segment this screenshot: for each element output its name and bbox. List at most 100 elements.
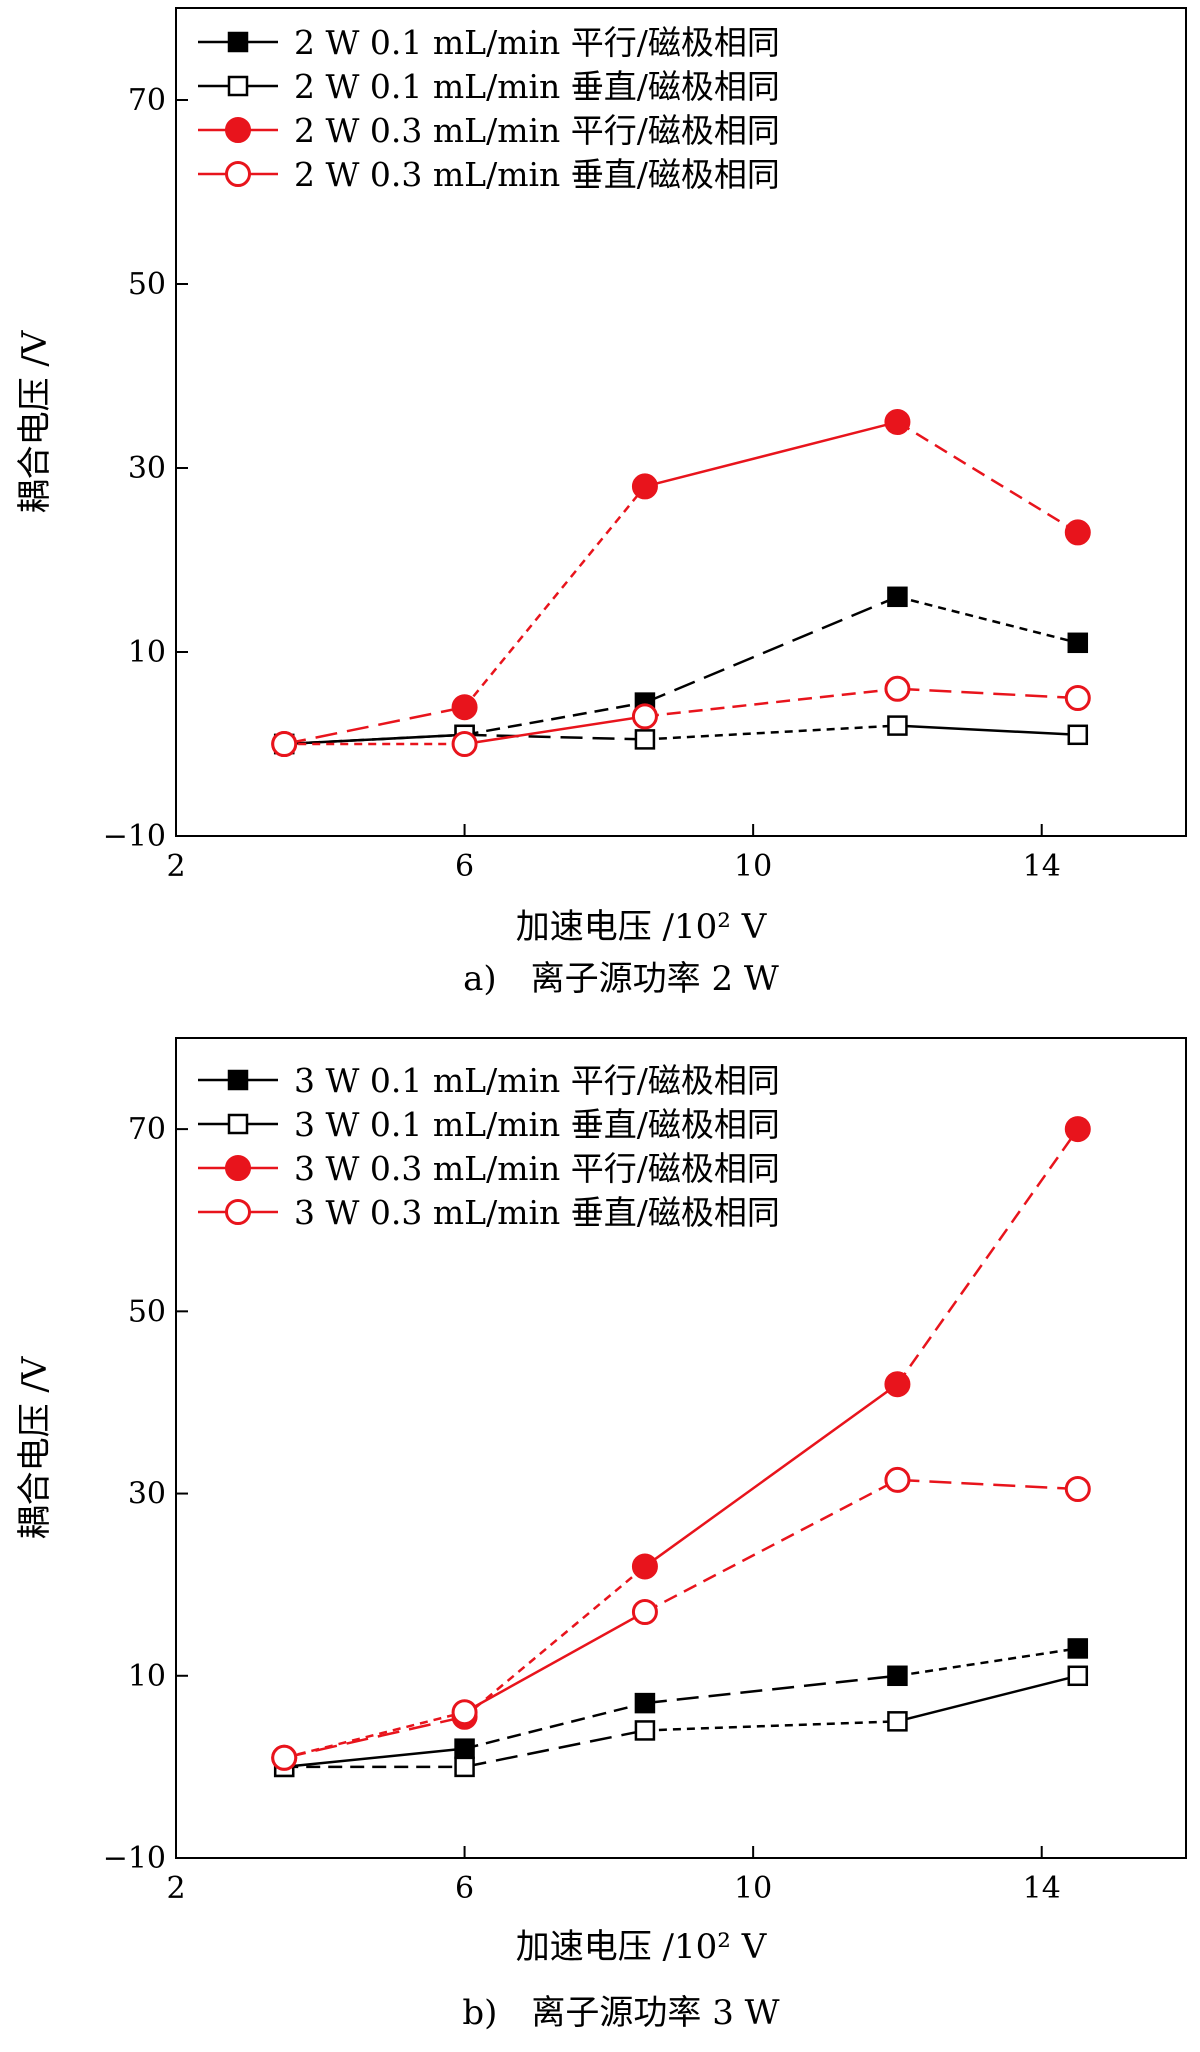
legend-marker	[225, 1199, 251, 1225]
y-tick-label: 70	[128, 83, 166, 118]
series-line-segment	[897, 595, 1079, 645]
data-point	[634, 729, 656, 750]
data-point	[1067, 724, 1089, 746]
legend-label: 3 W 0.3 mL/min 平行/磁极相同	[294, 1149, 780, 1188]
data-point	[887, 715, 908, 736]
series-line-segment	[897, 1647, 1078, 1678]
y-tick-label: −10	[103, 1841, 166, 1876]
chart-panel-a: −10 10 30 50 70 2 6 10 14 耦合电压 /V 加速电压 /10² V a) 离子…	[15, 7, 1187, 999]
y-tick-label: 10	[128, 1659, 166, 1694]
legend-label: 3 W 0.1 mL/min 垂直/磁极相同	[294, 1105, 780, 1144]
data-point	[631, 703, 658, 730]
x-tick-label: 2	[166, 849, 185, 884]
data-point	[454, 1756, 475, 1778]
series-line-segment	[644, 724, 898, 741]
series-line-segment	[644, 420, 898, 488]
y-axis-label: 耦合电压 /V	[15, 1355, 55, 1539]
x-tick-label: 14	[1023, 1871, 1061, 1906]
data-point	[271, 1744, 298, 1771]
legend-label: 2 W 0.3 mL/min 垂直/磁极相同	[294, 155, 780, 194]
series-line-segment	[897, 687, 1078, 700]
data-point	[1064, 519, 1091, 546]
y-tick-label: 30	[128, 1477, 166, 1512]
legend-label: 2 W 0.1 mL/min 平行/磁极相同	[294, 23, 780, 62]
series-line-segment	[896, 1128, 1079, 1385]
legend-item: 3 W 0.3 mL/min 垂直/磁极相同	[198, 1193, 780, 1232]
legend-item: 3 W 0.1 mL/min 垂直/磁极相同	[198, 1105, 780, 1144]
data-point	[887, 1665, 908, 1687]
x-tick-label: 10	[734, 849, 772, 884]
series-4	[271, 675, 1091, 757]
legend-marker	[225, 117, 251, 143]
data-point	[451, 694, 478, 721]
legend-marker	[227, 75, 249, 97]
legend-marker	[227, 1069, 249, 1091]
series-line-segment	[463, 1565, 646, 1718]
plot-frame	[175, 7, 1187, 837]
data-point	[631, 1599, 658, 1625]
data-point	[454, 1738, 475, 1759]
series-line-segment	[284, 733, 465, 746]
legend-item: 3 W 0.1 mL/min 平行/磁极相同	[198, 1061, 780, 1100]
series-line-segment	[644, 595, 898, 704]
legend-item: 2 W 0.3 mL/min 垂直/磁极相同	[198, 155, 780, 194]
data-point	[884, 675, 911, 702]
x-axis-label: 加速电压 /10² V	[516, 907, 768, 947]
x-tick-label: 6	[455, 1871, 474, 1906]
series-line-segment	[283, 1711, 465, 1759]
legend: 2 W 0.1 mL/min 平行/磁极相同 2 W 0.1 mL/min 垂直/…	[198, 23, 780, 194]
panel-caption: b) 离子源功率 3 W	[462, 1993, 779, 2033]
legend-marker	[227, 31, 249, 53]
series-line-segment	[464, 1729, 646, 1769]
x-tick-label: 10	[734, 1871, 772, 1906]
data-point	[631, 1553, 658, 1580]
legend-item: 2 W 0.1 mL/min 平行/磁极相同	[198, 23, 780, 62]
series-2	[273, 1665, 1089, 1778]
series-line-segment	[897, 1674, 1079, 1723]
legend-item: 2 W 0.3 mL/min 平行/磁极相同	[198, 111, 780, 150]
data-point	[1067, 632, 1089, 654]
series-3	[271, 409, 1091, 757]
data-point	[1067, 1638, 1089, 1659]
series-line-segment	[897, 724, 1078, 737]
y-tick-label: −10	[103, 819, 166, 854]
data-point	[884, 409, 911, 435]
data-point	[451, 1699, 478, 1726]
series-line-segment	[644, 1478, 899, 1614]
legend-item: 2 W 0.1 mL/min 垂直/磁极相同	[198, 67, 780, 106]
y-tick-label: 70	[128, 1112, 166, 1147]
chart-panel-b: −10 10 30 50 70 2 6 10 14 耦合电压 /V 加速电压 /10² V b) 离子…	[15, 1037, 1187, 2033]
data-point	[631, 473, 658, 500]
data-point	[884, 1466, 911, 1493]
series-line-segment	[897, 1478, 1078, 1491]
series-4	[271, 1466, 1091, 1771]
x-axis-label: 加速电压 /10² V	[516, 1927, 768, 1967]
x-tick-label: 6	[455, 849, 474, 884]
legend-label: 2 W 0.1 mL/min 垂直/磁极相同	[294, 67, 780, 106]
data-point	[451, 731, 478, 757]
data-point	[887, 1711, 908, 1732]
data-point	[884, 1371, 911, 1398]
plot-frame	[175, 1037, 1187, 1859]
y-tick-label: 50	[128, 1294, 166, 1329]
data-point	[887, 586, 908, 608]
data-point	[634, 1692, 656, 1714]
data-point	[1064, 685, 1091, 711]
series-line-segment	[463, 485, 646, 708]
series-line-segment	[644, 1674, 898, 1705]
x-tick-label: 14	[1023, 849, 1061, 884]
series-line-segment	[464, 701, 646, 737]
panel-caption: a) 离子源功率 2 W	[463, 959, 779, 999]
legend: 3 W 0.1 mL/min 平行/磁极相同 3 W 0.1 mL/min 垂直/…	[198, 1061, 780, 1232]
series-line-segment	[284, 1747, 465, 1769]
data-point	[1064, 1476, 1091, 1502]
series-line-segment	[896, 420, 1079, 534]
legend-marker	[227, 1113, 249, 1135]
series-line-segment	[463, 1610, 646, 1714]
legend-label: 3 W 0.1 mL/min 平行/磁极相同	[294, 1061, 780, 1100]
series-1	[273, 1638, 1089, 1778]
data-point	[1067, 1665, 1089, 1687]
series-2	[273, 715, 1089, 755]
legend-marker	[225, 1155, 251, 1181]
